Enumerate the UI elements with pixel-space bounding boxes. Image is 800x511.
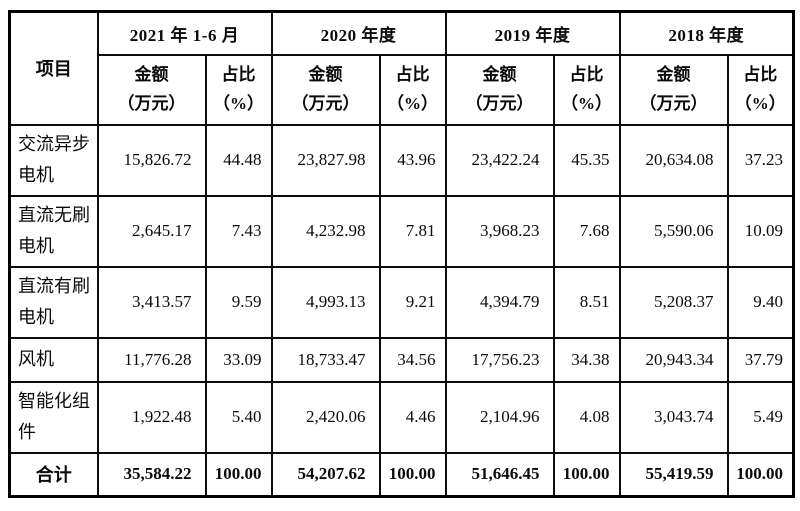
- table-row-ac-async-motor: 交流异步电机 15,826.72 44.48 23,827.98 43.96 2…: [8, 123, 795, 197]
- amount-header-line2: （万元）: [465, 93, 534, 113]
- amount-cell: 5,208.37: [618, 265, 729, 339]
- pct-cell: 9.21: [378, 265, 447, 339]
- pct-header-2018: 占比 （%）: [726, 53, 795, 126]
- table-row-fan: 风机 11,776.28 33.09 18,733.47 34.56 17,75…: [8, 336, 795, 383]
- amount-header-2021: 金额 （万元）: [96, 53, 207, 126]
- year-header-2020: 2020 年度: [270, 10, 447, 56]
- amount-header-2020: 金额 （万元）: [270, 53, 381, 126]
- pct-cell: 34.56: [378, 336, 447, 383]
- pct-cell: 100.00: [726, 451, 795, 498]
- pct-header-line2: （%）: [387, 93, 439, 113]
- row-label: 直流有刷电机: [8, 265, 99, 339]
- amount-header-line1: 金额: [308, 65, 343, 85]
- amount-header-line2: （万元）: [291, 93, 360, 113]
- pct-cell: 7.68: [552, 194, 621, 268]
- amount-cell: 2,104.96: [444, 380, 555, 454]
- amount-header-2018: 金额 （万元）: [618, 53, 729, 126]
- header-row-subcolumns: 金额 （万元） 占比 （%） 金额 （万元） 占比 （%） 金额 （万元） 占比…: [10, 53, 795, 126]
- row-label: 直流无刷电机: [8, 194, 99, 268]
- pct-header-line1: 占比: [395, 65, 430, 85]
- row-label: 风机: [8, 336, 99, 383]
- amount-cell: 54,207.62: [270, 451, 381, 498]
- pct-cell: 43.96: [378, 123, 447, 197]
- pct-cell: 5.40: [204, 380, 273, 454]
- pct-header-2019: 占比 （%）: [552, 53, 621, 126]
- pct-cell: 5.49: [726, 380, 795, 454]
- amount-cell: 11,776.28: [96, 336, 207, 383]
- amount-cell: 5,590.06: [618, 194, 729, 268]
- pct-cell: 100.00: [378, 451, 447, 498]
- amount-cell: 20,943.34: [618, 336, 729, 383]
- total-row-label: 合计: [8, 451, 99, 498]
- pct-cell: 7.43: [204, 194, 273, 268]
- pct-header-line2: （%）: [734, 93, 786, 113]
- amount-cell: 2,645.17: [96, 194, 207, 268]
- amount-cell: 51,646.45: [444, 451, 555, 498]
- amount-header-line1: 金额: [656, 65, 691, 85]
- pct-header-line1: 占比: [743, 65, 778, 85]
- amount-header-line1: 金额: [134, 65, 169, 85]
- corner-header: 项目: [8, 10, 99, 126]
- pct-cell: 37.23: [726, 123, 795, 197]
- header-row-years: 项目 2021 年 1-6 月 2020 年度 2019 年度 2018 年度: [8, 10, 795, 126]
- pct-header-line2: （%）: [213, 93, 264, 113]
- pct-cell: 37.79: [726, 336, 795, 383]
- amount-cell: 18,733.47: [270, 336, 381, 383]
- amount-cell: 35,584.22: [96, 451, 207, 498]
- pct-cell: 44.48: [204, 123, 273, 197]
- pct-cell: 45.35: [552, 123, 621, 197]
- pct-header-line2: （%）: [561, 93, 613, 113]
- amount-cell: 4,993.13: [270, 265, 381, 339]
- table-row-total: 合计 35,584.22 100.00 54,207.62 100.00 51,…: [8, 451, 795, 498]
- amount-cell: 4,232.98: [270, 194, 381, 268]
- pct-cell: 7.81: [378, 194, 447, 268]
- row-label: 交流异步电机: [8, 123, 99, 197]
- pct-cell: 10.09: [726, 194, 795, 268]
- table-row-intelligent-components: 智能化组件 1,922.48 5.40 2,420.06 4.46 2,104.…: [8, 380, 795, 454]
- amount-cell: 1,922.48: [96, 380, 207, 454]
- amount-cell: 23,827.98: [270, 123, 381, 197]
- amount-cell: 3,043.74: [618, 380, 729, 454]
- amount-header-line2: （万元）: [639, 93, 708, 113]
- amount-cell: 15,826.72: [96, 123, 207, 197]
- pct-cell: 34.38: [552, 336, 621, 383]
- amount-cell: 3,413.57: [96, 265, 207, 339]
- pct-cell: 4.46: [378, 380, 447, 454]
- amount-cell: 55,419.59: [618, 451, 729, 498]
- revenue-breakdown-table: 项目 2021 年 1-6 月 2020 年度 2019 年度 2018 年度 …: [8, 10, 796, 498]
- amount-cell: 17,756.23: [444, 336, 555, 383]
- pct-cell: 4.08: [552, 380, 621, 454]
- pct-cell: 33.09: [204, 336, 273, 383]
- pct-cell: 9.40: [726, 265, 795, 339]
- amount-cell: 20,634.08: [618, 123, 729, 197]
- year-header-2019: 2019 年度: [444, 10, 621, 56]
- pct-header-line1: 占比: [569, 65, 604, 85]
- amount-cell: 2,420.06: [270, 380, 381, 454]
- amount-cell: 4,394.79: [444, 265, 555, 339]
- table-row-dc-brushless-motor: 直流无刷电机 2,645.17 7.43 4,232.98 7.81 3,968…: [8, 194, 795, 268]
- pct-cell: 100.00: [552, 451, 621, 498]
- pct-header-2021: 占比 （%）: [204, 53, 273, 126]
- amount-header-line1: 金额: [482, 65, 517, 85]
- pct-cell: 9.59: [204, 265, 273, 339]
- pct-cell: 8.51: [552, 265, 621, 339]
- year-header-2021: 2021 年 1-6 月: [96, 10, 273, 56]
- pct-header-line1: 占比: [221, 65, 256, 85]
- amount-header-2019: 金额 （万元）: [444, 53, 555, 126]
- table-row-dc-brushed-motor: 直流有刷电机 3,413.57 9.59 4,993.13 9.21 4,394…: [8, 265, 795, 339]
- amount-cell: 23,422.24: [444, 123, 555, 197]
- year-header-2018: 2018 年度: [618, 10, 795, 56]
- amount-cell: 3,968.23: [444, 194, 555, 268]
- pct-cell: 100.00: [204, 451, 273, 498]
- pct-header-2020: 占比 （%）: [378, 53, 447, 126]
- row-label: 智能化组件: [8, 380, 99, 454]
- amount-header-line2: （万元）: [117, 93, 186, 113]
